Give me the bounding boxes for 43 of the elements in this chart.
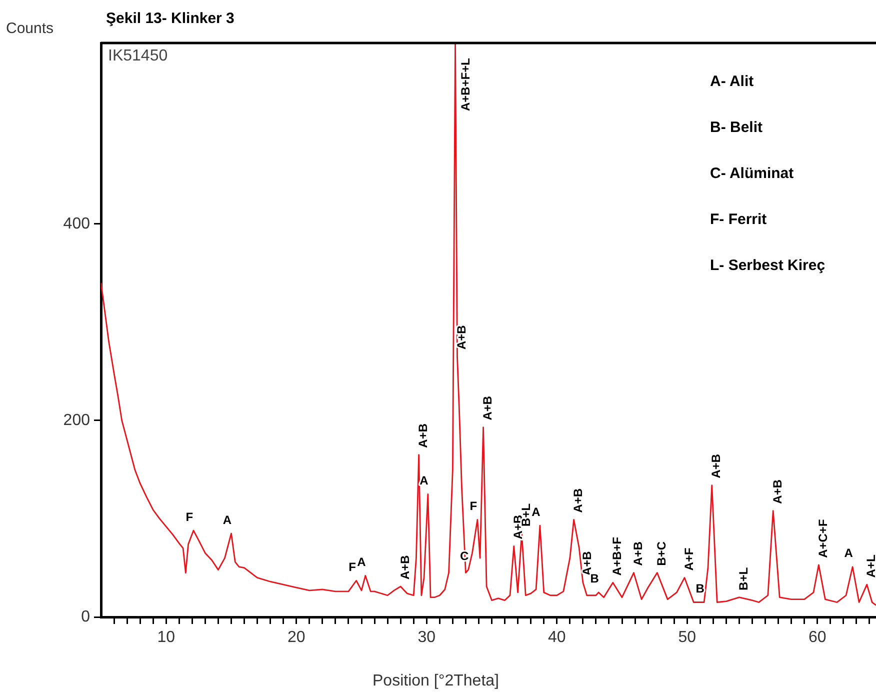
annotation: A (532, 504, 541, 519)
annotation: A (222, 512, 232, 527)
y-axis-title: Counts (6, 20, 54, 38)
annotation: A- Alit (710, 73, 754, 90)
annotation: A (844, 546, 854, 560)
annotation: F (186, 510, 194, 524)
annotation: A+C+F (816, 519, 830, 558)
annotation: A (420, 473, 429, 488)
annotation: A+B+F+L (458, 58, 473, 112)
annotation: A (357, 555, 366, 570)
annotation: A+B (770, 479, 784, 504)
annotation: A+B (571, 488, 586, 513)
y-tick-label: 0 (81, 608, 90, 626)
x-axis-title: Position [°2Theta] (372, 672, 499, 690)
annotation: A+B (454, 324, 469, 350)
annotation: F (348, 560, 356, 574)
annotation: L- Serbest Kireç (710, 257, 826, 274)
annotation: B (590, 572, 600, 586)
x-tick-label: 20 (287, 629, 306, 646)
annotation: F (470, 499, 478, 514)
y-tick-label: 400 (63, 215, 90, 232)
y-tick-label: 200 (63, 412, 90, 429)
annotation: A+B (709, 454, 724, 478)
x-tick-label: 60 (808, 629, 826, 646)
annotation: B- Belit (710, 119, 763, 136)
annotation: A+B (480, 396, 495, 420)
chart-title: Şekil 13- Klinker 3 (106, 10, 234, 28)
annotation: B+L (736, 567, 751, 590)
annotation: A+B (416, 423, 430, 448)
x-tick-label: 30 (418, 629, 436, 646)
annotation: C- Alüminat (710, 165, 794, 182)
x-tick-label: 10 (157, 629, 176, 646)
annotation: F- Ferrit (710, 211, 767, 228)
x-tick-label: 40 (548, 629, 566, 646)
x-tick-label: 50 (678, 629, 696, 646)
annotation: B (696, 582, 705, 596)
annotation: IK51450 (108, 47, 168, 64)
annotation: A+B (631, 541, 646, 566)
annotation: A+B+F (610, 536, 624, 576)
annotation: A+L (864, 554, 876, 578)
annotation: A+B (398, 554, 412, 580)
annotation: B+C (654, 541, 668, 566)
annotation: A+F (682, 548, 696, 571)
